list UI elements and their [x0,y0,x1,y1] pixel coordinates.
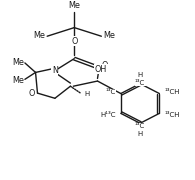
Text: Me: Me [12,76,24,85]
Text: H: H [137,72,143,78]
Text: N: N [52,66,58,75]
Text: OH: OH [95,65,107,74]
Text: ¹³C: ¹³C [135,80,145,86]
Text: H: H [84,91,89,97]
Text: Me: Me [33,31,45,40]
Text: ¹³CH: ¹³CH [165,112,180,118]
Text: Me: Me [12,58,24,67]
Text: Me: Me [68,1,80,10]
Text: H: H [137,131,143,137]
Text: ¹³CH: ¹³CH [165,89,180,95]
Text: ¹³C: ¹³C [135,123,145,129]
Text: H¹³C: H¹³C [100,112,115,118]
Text: O: O [28,89,35,98]
Text: O: O [102,61,108,70]
Text: ¹³C: ¹³C [106,89,116,95]
Text: Me: Me [103,31,115,40]
Text: O: O [71,37,77,46]
